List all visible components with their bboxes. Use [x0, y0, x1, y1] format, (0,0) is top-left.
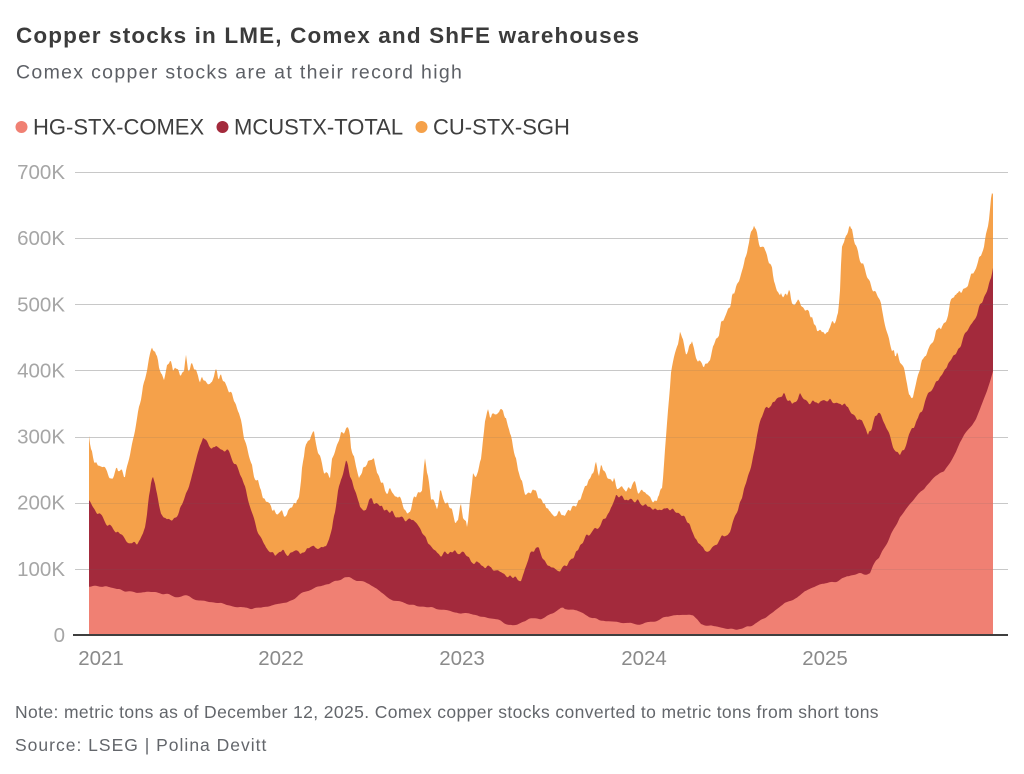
svg-text:400K: 400K — [17, 359, 65, 382]
svg-text:2024: 2024 — [621, 647, 667, 670]
svg-text:100K: 100K — [17, 558, 65, 581]
svg-text:Comex copper stocks are at the: Comex copper stocks are at their record … — [16, 62, 463, 84]
svg-text:HG-STX-COMEX: HG-STX-COMEX — [33, 115, 204, 140]
svg-text:CU-STX-SGH: CU-STX-SGH — [433, 115, 570, 140]
svg-text:600K: 600K — [17, 227, 65, 250]
svg-text:Source: LSEG | Polina Devitt: Source: LSEG | Polina Devitt — [15, 735, 267, 755]
svg-text:2023: 2023 — [439, 647, 485, 670]
svg-text:200K: 200K — [17, 492, 65, 515]
svg-text:Note: metric tons as of Decemb: Note: metric tons as of December 12, 202… — [15, 702, 879, 722]
svg-text:700K: 700K — [17, 161, 65, 184]
svg-text:MCUSTX-TOTAL: MCUSTX-TOTAL — [234, 115, 403, 140]
svg-text:300K: 300K — [17, 426, 65, 449]
svg-text:0: 0 — [54, 624, 65, 647]
svg-text:2022: 2022 — [258, 647, 304, 670]
svg-text:Copper stocks in LME, Comex an: Copper stocks in LME, Comex and ShFE war… — [16, 23, 640, 48]
svg-text:2025: 2025 — [802, 647, 848, 670]
svg-text:2021: 2021 — [78, 647, 124, 670]
svg-text:500K: 500K — [17, 293, 65, 316]
